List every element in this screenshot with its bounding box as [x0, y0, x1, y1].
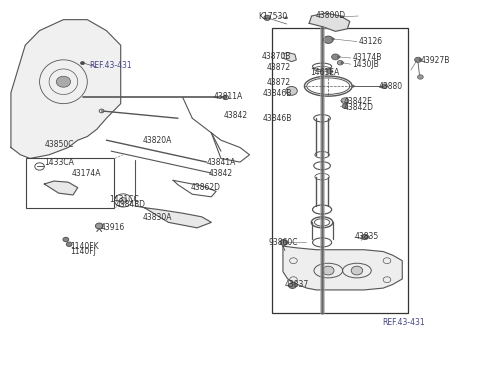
- Text: 43880: 43880: [378, 82, 403, 91]
- Polygon shape: [283, 246, 402, 290]
- Text: 1433CA: 1433CA: [44, 158, 74, 167]
- Circle shape: [418, 75, 423, 79]
- Circle shape: [367, 236, 370, 238]
- Circle shape: [96, 223, 103, 229]
- Circle shape: [362, 234, 368, 240]
- Text: 43846B: 43846B: [263, 89, 292, 98]
- Circle shape: [332, 38, 335, 40]
- Circle shape: [341, 98, 349, 104]
- Circle shape: [63, 237, 69, 242]
- Text: 43800D: 43800D: [315, 11, 346, 21]
- Text: 43872: 43872: [266, 78, 290, 87]
- Text: 43842: 43842: [223, 111, 247, 120]
- Text: 43174A: 43174A: [72, 169, 101, 177]
- Text: 1430JB: 1430JB: [352, 60, 379, 69]
- Text: 43841A: 43841A: [206, 158, 236, 167]
- Text: 43850C: 43850C: [44, 140, 74, 149]
- Text: 43848D: 43848D: [116, 199, 146, 209]
- Circle shape: [264, 15, 271, 20]
- Text: 1140FJ: 1140FJ: [71, 247, 96, 256]
- Text: 43846B: 43846B: [263, 114, 292, 124]
- Bar: [26, 159, 115, 208]
- Text: 43916: 43916: [100, 223, 124, 231]
- Text: 1140FK: 1140FK: [71, 241, 99, 251]
- Text: 43872: 43872: [266, 63, 290, 72]
- Circle shape: [337, 61, 343, 65]
- Text: 43830A: 43830A: [143, 213, 173, 222]
- Polygon shape: [283, 53, 296, 62]
- Text: 43862D: 43862D: [191, 183, 221, 192]
- Circle shape: [352, 85, 355, 87]
- Text: 43174B: 43174B: [352, 53, 382, 63]
- Text: 43126: 43126: [359, 37, 383, 46]
- Circle shape: [56, 76, 71, 87]
- Polygon shape: [144, 208, 211, 228]
- Text: 43811A: 43811A: [214, 92, 243, 101]
- Circle shape: [327, 69, 333, 74]
- Circle shape: [66, 242, 72, 247]
- Text: 43837: 43837: [284, 280, 309, 289]
- Circle shape: [285, 241, 288, 244]
- Circle shape: [81, 62, 84, 64]
- Circle shape: [119, 198, 127, 204]
- Text: 43820A: 43820A: [142, 137, 171, 145]
- Circle shape: [323, 266, 334, 275]
- Text: 43870B: 43870B: [262, 52, 291, 61]
- Circle shape: [332, 54, 339, 60]
- Circle shape: [280, 240, 288, 245]
- Text: 43842: 43842: [209, 169, 233, 178]
- Text: 43835: 43835: [355, 233, 379, 241]
- Circle shape: [286, 86, 297, 95]
- Circle shape: [223, 95, 228, 100]
- Circle shape: [382, 84, 387, 88]
- Circle shape: [415, 57, 421, 63]
- Text: K17530: K17530: [258, 12, 288, 21]
- Text: 43842E: 43842E: [344, 97, 373, 106]
- Circle shape: [342, 104, 348, 109]
- Circle shape: [419, 59, 422, 61]
- Text: 43842D: 43842D: [344, 103, 374, 112]
- Polygon shape: [309, 13, 350, 31]
- Text: REF.43-431: REF.43-431: [382, 318, 425, 326]
- Polygon shape: [44, 181, 78, 195]
- Text: 1461EA: 1461EA: [311, 68, 340, 77]
- Circle shape: [337, 56, 340, 58]
- Circle shape: [351, 266, 363, 275]
- Circle shape: [341, 15, 344, 18]
- Text: 43927B: 43927B: [420, 56, 450, 65]
- Bar: [273, 28, 408, 312]
- Circle shape: [288, 283, 296, 289]
- Polygon shape: [11, 20, 120, 159]
- Circle shape: [341, 62, 344, 64]
- Circle shape: [324, 36, 333, 43]
- Text: 1431CC: 1431CC: [109, 195, 139, 204]
- Text: 93860C: 93860C: [269, 238, 298, 247]
- Circle shape: [285, 17, 288, 19]
- Text: REF.43-431: REF.43-431: [90, 61, 132, 70]
